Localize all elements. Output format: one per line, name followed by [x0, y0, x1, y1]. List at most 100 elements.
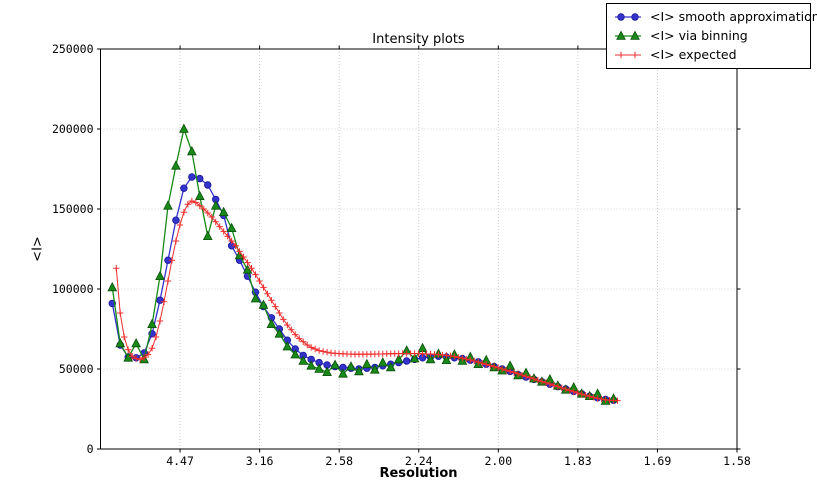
data-point-plus — [534, 377, 542, 384]
y-tick-label: 200000 — [52, 122, 94, 136]
data-point-plus — [224, 233, 231, 240]
data-point-triangle — [131, 337, 142, 348]
data-point-plus — [208, 213, 215, 221]
data-point-plus — [463, 355, 470, 363]
chart-title: Intensity plots — [372, 32, 465, 47]
data-point-triangle — [362, 358, 372, 368]
y-tick-label: 0 — [87, 442, 94, 456]
data-point-plus — [311, 345, 319, 353]
data-point-plus — [323, 349, 331, 356]
data-point-plus — [574, 389, 581, 397]
data-point-plus — [228, 237, 235, 245]
data-point-plus — [128, 353, 136, 360]
data-point-plus — [192, 199, 200, 206]
data-point-triangle — [290, 349, 301, 359]
data-point-plus — [117, 309, 124, 317]
data-point-plus — [232, 242, 239, 249]
y-tick-label: 150000 — [52, 202, 94, 216]
legend-sample-shape — [631, 12, 639, 21]
x-tick-label: 1.58 — [723, 454, 751, 468]
data-point-triangle — [306, 360, 317, 370]
data-point-plus — [148, 345, 156, 352]
data-point-triangle — [505, 360, 515, 370]
data-point-circle — [172, 216, 180, 224]
data-point-plus — [514, 370, 522, 377]
data-point-plus — [276, 309, 283, 317]
data-point-plus — [168, 257, 176, 264]
data-point-plus — [260, 284, 267, 291]
data-point-triangle — [425, 353, 436, 364]
data-point-triangle — [202, 230, 213, 240]
data-point-triangle — [298, 355, 309, 365]
x-tick-label: 2.00 — [484, 454, 512, 468]
data-point-plus — [614, 397, 621, 404]
data-point-triangle — [242, 264, 253, 274]
data-point-plus — [566, 387, 573, 394]
x-tick-label: 1.83 — [564, 454, 592, 468]
data-point-plus — [447, 352, 454, 360]
data-point-plus — [236, 248, 243, 255]
data-point-circle — [156, 296, 164, 304]
data-point-plus — [319, 348, 327, 355]
data-point-plus — [196, 202, 203, 209]
data-point-circle — [204, 181, 212, 189]
data-point-triangle — [330, 359, 340, 369]
data-point-triangle — [115, 337, 126, 348]
data-point-plus — [459, 354, 466, 362]
data-point-plus — [307, 344, 315, 351]
x-tick-label: 2.58 — [325, 454, 353, 468]
data-point-plus — [518, 371, 526, 379]
data-point-plus — [498, 365, 506, 373]
x-tick-label: 2.24 — [405, 454, 433, 468]
data-point-plus — [272, 303, 279, 310]
data-point-plus — [530, 375, 538, 383]
data-point-plus — [494, 364, 502, 371]
plot-border — [100, 48, 738, 450]
data-point-triangle — [147, 318, 157, 328]
data-point-plus — [180, 209, 188, 216]
data-point-plus — [550, 382, 558, 389]
data-point-plus — [490, 363, 498, 370]
circle-marker-icon — [615, 12, 641, 21]
data-point-plus — [554, 383, 562, 390]
data-point-plus — [510, 369, 518, 376]
data-point-circle — [188, 173, 196, 181]
data-point-triangle — [218, 206, 229, 216]
data-point-plus — [300, 338, 307, 345]
data-point-plus — [483, 361, 490, 368]
data-point-triangle — [171, 160, 181, 170]
data-point-plus — [455, 354, 462, 361]
data-point-plus — [188, 197, 196, 205]
data-point-plus — [570, 388, 577, 395]
data-point-plus — [284, 321, 291, 329]
data-point-triangle — [274, 328, 285, 338]
plus-marker-icon — [615, 51, 641, 58]
data-point-plus — [216, 223, 223, 230]
data-point-plus — [486, 362, 494, 369]
data-point-plus — [204, 209, 211, 217]
legend-sample-shape — [616, 30, 626, 40]
data-point-plus — [240, 253, 247, 261]
data-point-plus — [288, 326, 295, 333]
data-point-plus — [522, 373, 530, 380]
data-point-plus — [598, 395, 605, 403]
data-point-triangle — [179, 123, 189, 133]
data-point-triangle — [258, 299, 269, 309]
data-point-triangle — [163, 200, 173, 210]
data-point-plus — [546, 380, 554, 388]
data-point-plus — [156, 317, 164, 325]
x-tick-label: 3.16 — [246, 454, 274, 468]
data-point-triangle — [107, 281, 118, 292]
data-point-plus — [590, 394, 597, 401]
data-point-plus — [132, 355, 140, 362]
y-tick-label: 250000 — [52, 42, 94, 56]
data-point-plus — [172, 237, 180, 245]
data-point-plus — [526, 374, 534, 381]
data-point-plus — [582, 392, 589, 399]
data-point-plus — [184, 201, 192, 208]
data-point-plus — [136, 356, 144, 363]
data-point-triangle — [186, 145, 197, 156]
legend-item-expected: <I> expected — [613, 45, 810, 64]
data-point-triangle — [385, 361, 396, 372]
